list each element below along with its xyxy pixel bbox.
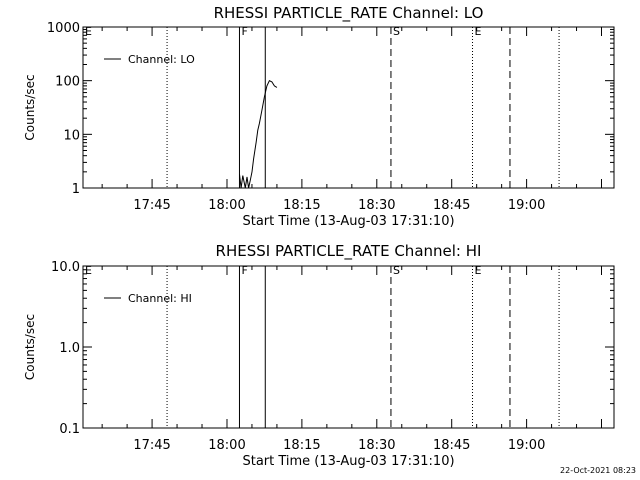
footer-timestamp: 22-Oct-2021 08:23 [560,466,636,475]
legend-label: Channel: HI [128,292,192,305]
event-marker-label: S [393,25,400,38]
y-tick-label: 10.0 [51,260,80,275]
series-line [239,80,278,189]
x-tick-label: 17:45 [133,438,170,453]
x-tick-label: 17:45 [133,198,170,213]
hi-channel-panel: RHESSI PARTICLE_RATE Channel: HI 0.1 1.0 10… [23,242,615,469]
y-tick-label: 1000 [47,21,80,36]
x-axis-label: Start Time (13-Aug-03 17:31:10) [242,214,454,229]
y-tick-label: 0.1 [59,422,80,437]
y-tick-label: 100 [55,75,80,90]
plot-frame [82,265,615,429]
event-marker-label: F [241,25,247,38]
event-marker-label: F [241,264,247,277]
y-tick-label: 1 [72,182,80,197]
y-axis-label: Counts/sec [23,314,37,380]
event-marker-label: E [85,264,92,277]
event-marker-label: E [85,25,92,38]
chart-title: RHESSI PARTICLE_RATE Channel: HI [216,242,482,261]
plot-frame [82,26,615,189]
x-tick-label: 18:45 [433,198,470,213]
x-tick-label: 18:00 [208,438,245,453]
lo-channel-panel: RHESSI PARTICLE_RATE Channel: LO 1 10 100 10… [23,4,615,229]
event-marker-label: E [475,25,482,38]
x-tick-label: 18:15 [283,198,320,213]
x-axis-label: Start Time (13-Aug-03 17:31:10) [242,454,454,469]
event-marker-label: S [393,264,400,277]
chart-title: RHESSI PARTICLE_RATE Channel: LO [214,4,484,23]
x-tick-label: 18:45 [433,438,470,453]
x-tick-label: 19:00 [508,198,545,213]
y-tick-label: 10 [63,128,80,143]
x-tick-label: 18:30 [358,438,395,453]
x-tick-label: 18:30 [358,198,395,213]
legend-label: Channel: LO [128,53,195,66]
x-tick-label: 19:00 [508,438,545,453]
x-tick-label: 18:00 [208,198,245,213]
x-tick-label: 18:15 [283,438,320,453]
event-marker-label: E [475,264,482,277]
y-axis-label: Counts/sec [23,74,37,140]
y-tick-label: 1.0 [59,341,80,356]
